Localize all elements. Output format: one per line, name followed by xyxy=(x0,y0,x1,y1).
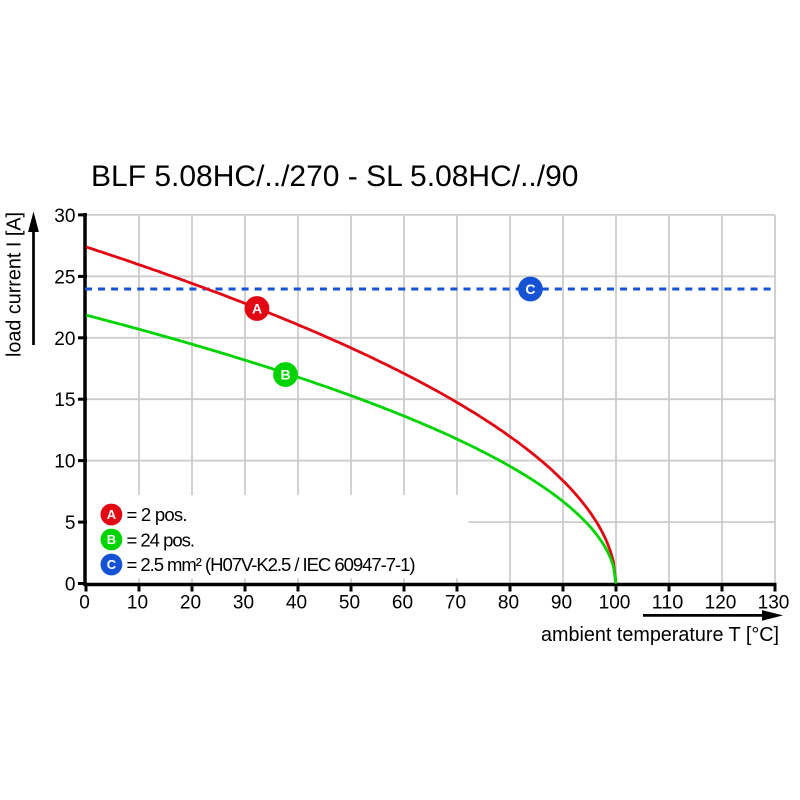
svg-text:60: 60 xyxy=(392,592,413,614)
svg-text:10: 10 xyxy=(54,451,75,473)
svg-text:A: A xyxy=(107,507,117,522)
svg-text:40: 40 xyxy=(286,592,307,614)
svg-text:20: 20 xyxy=(180,592,201,614)
svg-text:30: 30 xyxy=(54,205,75,227)
svg-text:0: 0 xyxy=(79,592,90,614)
svg-text:load current I [A]: load current I [A] xyxy=(4,212,26,357)
svg-text:120: 120 xyxy=(705,592,737,614)
svg-text:25: 25 xyxy=(54,266,75,288)
svg-text:110: 110 xyxy=(652,592,684,614)
svg-text:100: 100 xyxy=(599,592,631,614)
svg-text:30: 30 xyxy=(233,592,254,614)
svg-text:A: A xyxy=(252,301,262,317)
svg-text:BLF 5.08HC/../270 - SL 5.08HC/: BLF 5.08HC/../270 - SL 5.08HC/../90 xyxy=(91,160,578,193)
svg-text:B: B xyxy=(280,367,290,383)
svg-text:10: 10 xyxy=(127,592,148,614)
svg-text:C: C xyxy=(525,281,535,297)
svg-text:50: 50 xyxy=(339,592,360,614)
svg-text:15: 15 xyxy=(54,389,75,411)
svg-text:130: 130 xyxy=(758,592,790,614)
svg-text:C: C xyxy=(107,557,117,572)
svg-text:0: 0 xyxy=(65,574,76,596)
svg-text:ambient temperature T [°C]: ambient temperature T [°C] xyxy=(541,624,779,646)
svg-text:B: B xyxy=(107,532,116,547)
svg-text:90: 90 xyxy=(551,592,572,614)
svg-text:70: 70 xyxy=(445,592,466,614)
svg-text:80: 80 xyxy=(498,592,519,614)
svg-text:= 2 pos.: = 2 pos. xyxy=(127,504,188,525)
svg-text:20: 20 xyxy=(54,328,75,350)
svg-text:= 24 pos.: = 24 pos. xyxy=(127,529,196,550)
svg-text:5: 5 xyxy=(65,512,76,534)
svg-text:= 2.5 mm² (H07V-K2.5 / IEC 609: = 2.5 mm² (H07V-K2.5 / IEC 60947-7-1) xyxy=(127,554,416,575)
